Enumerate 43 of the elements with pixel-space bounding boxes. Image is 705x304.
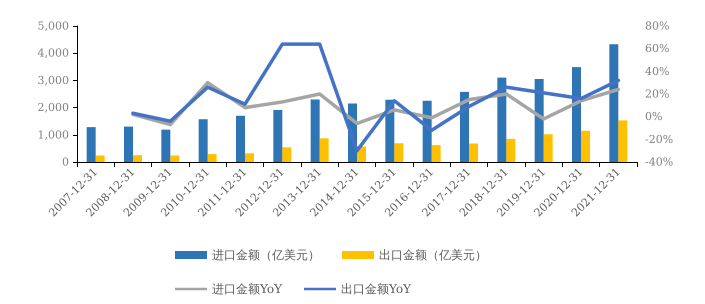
bar — [320, 138, 329, 162]
bar — [432, 145, 441, 162]
bar — [170, 155, 180, 162]
bar — [245, 153, 254, 162]
y2-tick-label: -40% — [645, 156, 674, 168]
y-tick-label: 0 — [62, 156, 69, 168]
legend-label: 出口金额YoY — [341, 282, 412, 296]
y-tick-label: 4,000 — [38, 46, 69, 60]
bar — [394, 143, 404, 162]
bar — [310, 99, 320, 162]
bar — [273, 110, 282, 162]
bar — [236, 116, 245, 162]
y2-tick-label: 60% — [645, 42, 670, 56]
bar — [86, 127, 96, 162]
bar — [124, 126, 133, 162]
y2-tick-label: 80% — [645, 20, 670, 32]
bar — [572, 67, 581, 162]
bar — [618, 120, 628, 162]
bar — [161, 130, 170, 162]
bar — [544, 134, 553, 162]
bar — [497, 78, 506, 162]
legend-label: 进口金额（亿美元） — [212, 248, 320, 262]
legend-label: 出口金额（亿美元） — [379, 248, 487, 262]
y-tick-label: 1,000 — [38, 128, 69, 142]
bar — [609, 44, 618, 162]
bar — [208, 154, 217, 162]
y-tick-label: 3,000 — [38, 74, 69, 87]
line-series — [131, 42, 620, 152]
legend-label: 进口金额YoY — [212, 282, 284, 296]
bar — [133, 155, 142, 162]
y-tick-label: 2,000 — [38, 101, 69, 114]
bar — [506, 138, 516, 162]
y2-tick-label: 20% — [645, 88, 670, 100]
bar — [469, 144, 478, 162]
bar — [282, 147, 292, 162]
y2-tick-label: 0% — [645, 110, 662, 124]
bar — [534, 79, 544, 162]
bar — [96, 155, 105, 162]
y2-tick-label: 40% — [645, 64, 670, 78]
y-tick-label: 5,000 — [38, 20, 69, 32]
bar — [581, 130, 590, 162]
bar — [198, 119, 208, 162]
y2-tick-label: -20% — [645, 132, 674, 146]
